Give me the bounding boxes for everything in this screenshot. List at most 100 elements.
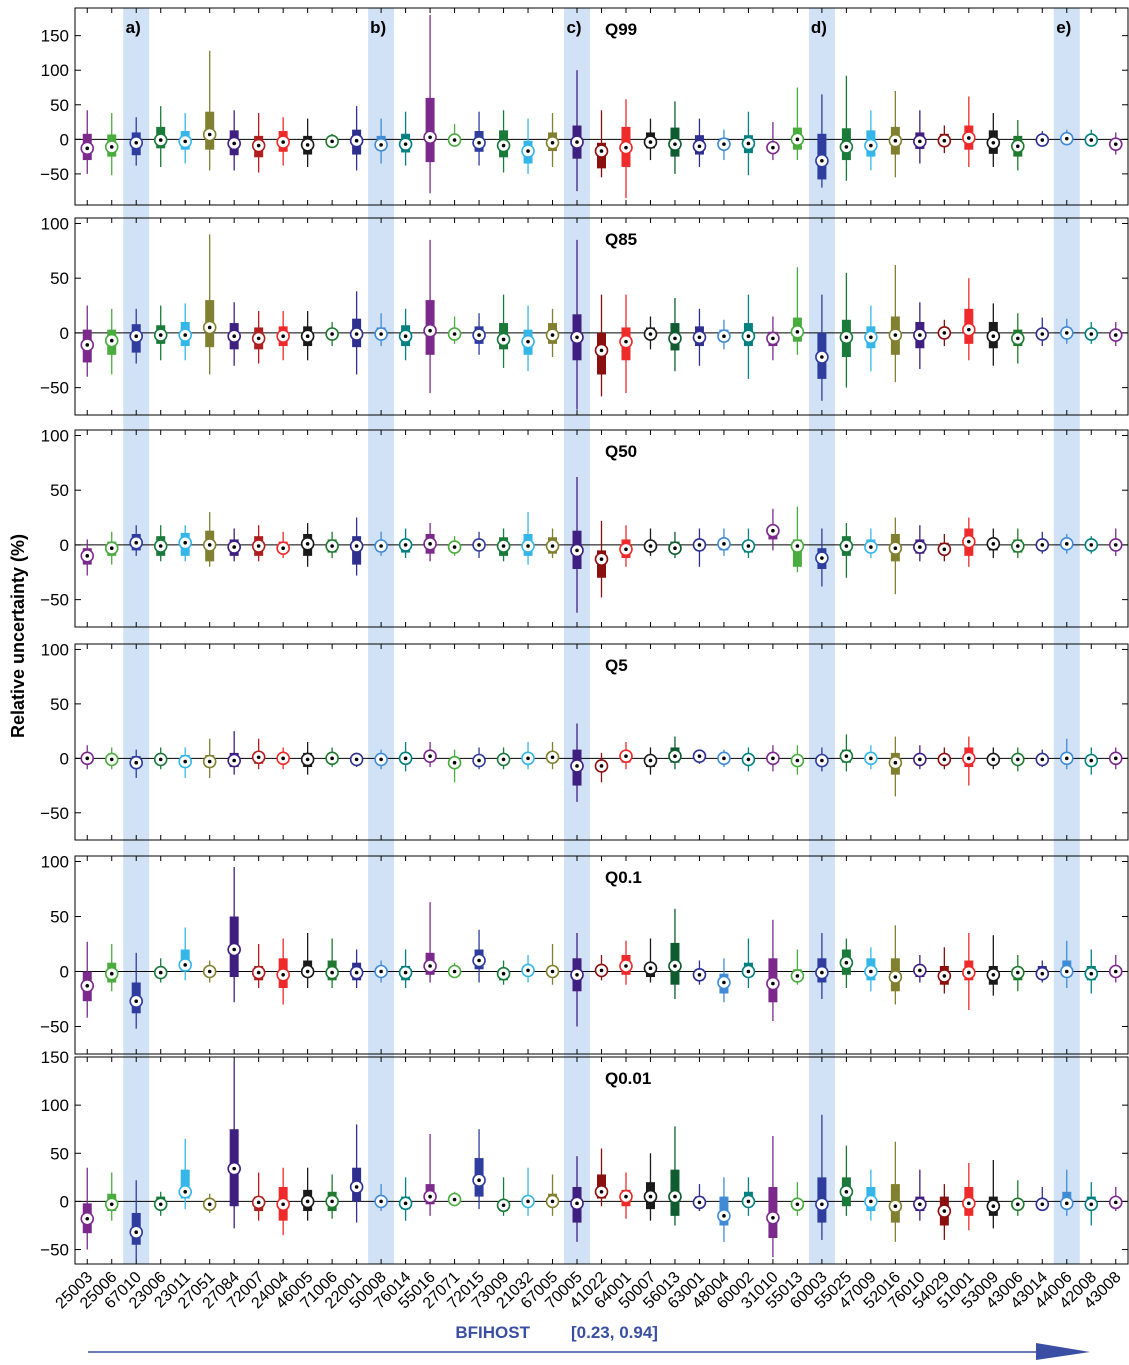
median-dot-55013 [795,544,800,548]
median-dot-25006 [109,546,114,550]
median-dot-23011 [183,139,187,144]
median-dot-56013 [673,546,677,550]
median-dot-51001 [967,327,971,332]
median-dot-54029 [942,974,947,978]
median-dot-73009 [501,143,506,148]
median-dot-22001 [354,1185,359,1189]
median-dot-60003 [820,355,824,359]
median-dot-23011 [183,1189,187,1194]
median-dot-22001 [354,138,359,143]
median-dot-55016 [428,135,432,140]
median-dot-23006 [158,970,163,975]
x-axis-range: [0.23, 0.94] [571,1323,658,1342]
median-dot-25006 [109,338,114,343]
median-dot-72015 [477,543,481,547]
median-dot-73009 [501,544,506,548]
median-dot-41022 [599,1189,604,1194]
median-dot-31010 [771,981,775,986]
median-dot-44006 [1064,542,1069,546]
median-dot-71006 [330,970,334,975]
highlight-label-2: b) [370,18,386,37]
median-dot-60002 [746,544,751,548]
median-dot-54029 [942,547,947,552]
median-dot-53009 [991,757,996,762]
median-dot-41022 [599,149,604,153]
median-dot-48004 [722,980,726,985]
median-dot-73009 [501,757,506,762]
median-dot-25003 [85,756,90,761]
median-dot-60002 [746,969,751,974]
median-dot-44006 [1064,331,1069,335]
median-dot-67010 [134,140,139,145]
median-dot-55016 [428,542,432,546]
median-dot-76014 [403,1201,408,1206]
panel-title: Q0.1 [605,868,642,887]
median-dot-53009 [991,140,996,145]
median-dot-24004 [281,546,285,550]
y-tick-label: 50 [50,695,69,714]
median-dot-23006 [158,1202,163,1207]
median-dot-63001 [697,543,702,547]
median-dot-27051 [207,759,212,764]
median-dot-24004 [281,756,285,761]
median-dot-55013 [795,137,800,142]
median-dot-25003 [85,554,90,558]
median-dot-51001 [967,539,971,544]
median-dot-55016 [428,328,432,333]
median-dot-23006 [158,757,163,762]
median-dot-25006 [109,971,114,976]
box-55013 [792,539,802,567]
median-dot-23006 [158,138,163,142]
median-dot-47009 [869,545,873,549]
median-dot-43006 [1016,144,1020,149]
median-dot-64001 [624,964,628,968]
y-tick-label: 0 [60,536,69,555]
median-dot-42008 [1089,971,1094,976]
median-dot-60002 [746,757,751,762]
median-dot-60002 [746,334,751,339]
median-dot-76014 [403,142,408,146]
median-dot-76014 [403,756,408,761]
median-dot-72015 [477,758,481,763]
median-dot-55016 [428,754,432,758]
median-dot-67010 [134,1230,139,1235]
median-dot-27051 [207,325,212,330]
median-dot-60002 [746,1199,751,1204]
panel-title: Q5 [605,656,628,675]
median-dot-21032 [526,544,530,548]
median-dot-56013 [673,964,677,968]
median-dot-43006 [1016,1202,1020,1207]
median-dot-55013 [795,758,800,763]
y-axis-label: Relative uncertainty (%) [8,534,28,738]
median-dot-63001 [697,973,702,977]
median-dot-25003 [85,1216,90,1221]
median-dot-55013 [795,1202,800,1207]
median-dot-27071 [452,545,457,549]
median-dot-42008 [1089,1202,1094,1207]
median-dot-25003 [85,343,90,347]
median-dot-60003 [820,1202,824,1207]
median-dot-71006 [330,756,334,761]
median-dot-53009 [991,1204,996,1209]
median-dot-43008 [1113,969,1118,974]
median-dot-64001 [624,754,628,758]
median-dot-55025 [844,754,849,758]
median-dot-54029 [942,138,947,143]
median-dot-51001 [967,1201,971,1206]
panel-title: Q50 [605,442,637,461]
median-dot-76010 [918,545,922,549]
median-dot-53009 [991,334,996,339]
median-dot-54029 [942,1209,947,1213]
box-23011 [180,1169,190,1199]
median-dot-41022 [599,968,604,973]
median-dot-24004 [281,1202,285,1207]
median-dot-60003 [820,970,824,975]
median-dot-51001 [967,136,971,140]
median-dot-52016 [893,333,898,337]
median-dot-67005 [550,544,555,548]
y-tick-label: 100 [41,426,69,445]
median-dot-76010 [918,139,922,144]
median-dot-24004 [281,334,285,339]
y-tick-label: −50 [40,1241,69,1260]
panel-q85: 100 50 0 −50 Q85 [40,214,1129,416]
